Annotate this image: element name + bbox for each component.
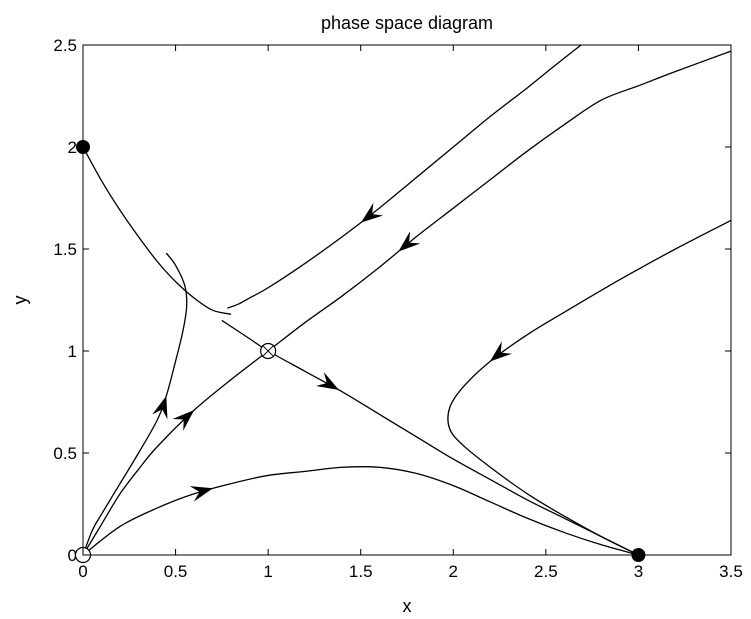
x-tick-label: 1 (263, 562, 272, 581)
x-tick-label: 2 (449, 562, 458, 581)
trajectory-1 (227, 44, 582, 309)
x-tick-label: 3.5 (719, 562, 743, 581)
axis-ticks: 0 0.5 1 1.5 2 2.5 3 3.5 0 0.5 1 1.5 2 2.5 (53, 36, 742, 581)
trajectories (82, 44, 732, 556)
arrowhead (489, 341, 512, 362)
trajectory-0 (82, 146, 232, 315)
x-tick-label: 1.5 (349, 562, 373, 581)
saddle-point (260, 342, 277, 360)
x-tick-label: 0.5 (164, 562, 188, 581)
fixed-points (74, 140, 646, 564)
arrowhead (189, 486, 214, 502)
direction-arrows (152, 202, 512, 502)
arrowhead (152, 395, 168, 420)
trajectory-2 (82, 252, 188, 556)
x-tick-label: 3 (634, 562, 643, 581)
y-axis-label: y (10, 296, 30, 305)
y-tick-label: 1.5 (53, 240, 77, 259)
y-tick-label: 0.5 (53, 444, 77, 463)
arrowhead (360, 202, 384, 223)
x-axis-label: x (403, 596, 412, 616)
plot-frame (82, 44, 732, 556)
arrowhead (315, 372, 340, 390)
x-tick-label: 2.5 (534, 562, 558, 581)
x-tick-label: 0 (78, 562, 87, 581)
arrowhead (398, 231, 421, 252)
trajectory-3 (82, 50, 732, 556)
trajectory-4 (221, 319, 639, 556)
y-tick-label: 2.5 (53, 36, 77, 55)
y-tick-label: 2 (68, 138, 77, 157)
trajectory-5 (82, 465, 639, 556)
trajectory-6 (447, 219, 732, 556)
chart-title: phase space diagram (321, 13, 493, 33)
y-tick-label: 1 (68, 342, 77, 361)
arrowhead (172, 410, 195, 431)
y-tick-label: 0 (68, 546, 77, 565)
